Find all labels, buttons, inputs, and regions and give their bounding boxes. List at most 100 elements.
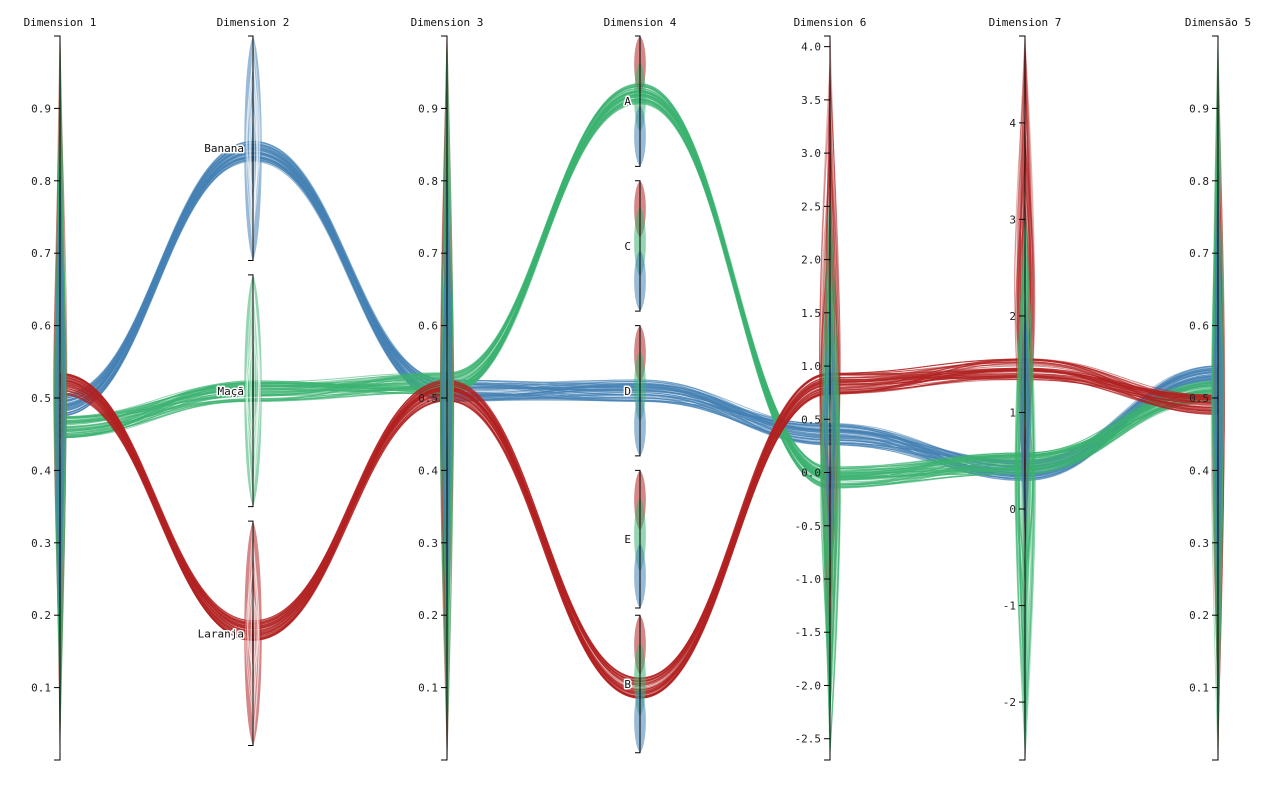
spike-line [59, 261, 64, 575]
category-label[interactable]: Banana [203, 141, 246, 157]
spike-line [1212, 200, 1219, 646]
spike-line [59, 70, 64, 572]
spike-line [1211, 148, 1219, 551]
spike-line [1022, 339, 1026, 464]
spike-line [1212, 136, 1219, 642]
spike-line [59, 280, 62, 567]
spike-line [1024, 184, 1033, 469]
spike-line [1217, 126, 1220, 606]
spike-line [446, 169, 454, 759]
spike-line [1217, 196, 1221, 500]
category-band-highlight-1 [245, 278, 261, 506]
spike-line [1024, 194, 1029, 409]
spike-line [1024, 213, 1031, 735]
spike-line [446, 219, 453, 674]
spike-line [1212, 285, 1219, 562]
spike-line [1212, 266, 1219, 602]
spike-line [1022, 382, 1026, 751]
tick-label: 1 [1009, 406, 1016, 419]
spike-line [1217, 175, 1221, 599]
spike-line [826, 368, 831, 510]
spike-line [1024, 131, 1035, 464]
spike-line [1021, 327, 1026, 493]
category-label[interactable]: B [623, 676, 633, 692]
spike-line [1024, 143, 1031, 560]
spike-line [57, 264, 61, 711]
tick-label: 0.9 [31, 102, 51, 115]
spike-line [54, 209, 61, 504]
spike-line [824, 373, 831, 745]
spike-line [59, 222, 68, 513]
spike-line [55, 286, 61, 671]
spike-line [446, 176, 452, 621]
spike-line [1021, 128, 1026, 501]
spike-line [1016, 214, 1026, 458]
category-label[interactable]: D [623, 383, 633, 399]
spike-dim3-red [439, 36, 455, 759]
spike-line [1215, 149, 1219, 508]
spike-line [1217, 58, 1224, 732]
spike-line [1024, 69, 1032, 378]
spike-dim7-green [1014, 203, 1036, 758]
spike-line [1019, 125, 1026, 524]
category-bracket [635, 325, 641, 457]
spike-line [826, 252, 831, 683]
spike-line [1217, 101, 1222, 732]
axis-title[interactable]: Dimension 7 [989, 16, 1062, 29]
spike-line [1024, 48, 1033, 550]
tick-label: 0.6 [1189, 320, 1209, 333]
spike-line [829, 225, 839, 540]
spike-line [822, 287, 831, 709]
spike-line [446, 203, 449, 571]
axis-title[interactable]: Dimension 4 [604, 16, 677, 29]
category-label[interactable]: A [623, 94, 633, 110]
tick-label: 0.9 [1189, 102, 1209, 115]
spike-line [829, 370, 834, 592]
spike-line [820, 227, 831, 592]
spike-line [821, 378, 831, 576]
axis-title[interactable]: Dimension 2 [217, 16, 290, 29]
tick-label: -1 [1003, 600, 1016, 613]
spike-line [1024, 304, 1030, 517]
spike-line [1212, 116, 1219, 586]
spike-line [829, 266, 835, 552]
spike-line [1217, 208, 1222, 761]
spike-line [1217, 122, 1221, 721]
spike-line [59, 44, 63, 524]
spike-line [1024, 52, 1032, 424]
tick-label: 0.4 [1189, 464, 1209, 477]
spike-line [59, 141, 65, 737]
spike-line [1021, 318, 1026, 526]
spike-line [1213, 165, 1219, 513]
spike-line [446, 215, 453, 689]
spike-line [446, 195, 455, 643]
spike-line [1215, 192, 1219, 591]
axis-title[interactable]: Dimension 3 [411, 16, 484, 29]
spike-line [1024, 158, 1029, 550]
spike-line [1017, 217, 1026, 516]
spike-line [1213, 63, 1219, 730]
spike-line [820, 230, 831, 503]
axis-title[interactable]: Dimension 1 [24, 16, 97, 29]
spike-line [59, 36, 65, 576]
spike-line [1215, 269, 1219, 471]
axis-title[interactable]: Dimension 6 [794, 16, 867, 29]
spike-line [445, 226, 448, 710]
spike-line [829, 368, 841, 688]
spike-line [1018, 382, 1026, 653]
spike-line [1214, 163, 1219, 677]
spike-line [1020, 370, 1026, 510]
spike-line [57, 209, 61, 514]
spike-line [1021, 155, 1026, 437]
spike-line [1015, 260, 1026, 612]
spike-line [1217, 295, 1224, 548]
category-label[interactable]: Maçã [216, 383, 246, 399]
category-label[interactable]: Laranja [196, 626, 245, 642]
spike-dim3-blue [441, 158, 453, 637]
spike-line [825, 208, 831, 575]
axis-title[interactable]: Dimensão 5 [1185, 16, 1251, 29]
category-label[interactable]: E [623, 532, 633, 548]
category-label[interactable]: C [623, 238, 633, 254]
spike-line [1217, 274, 1223, 754]
spike-line [59, 204, 66, 633]
